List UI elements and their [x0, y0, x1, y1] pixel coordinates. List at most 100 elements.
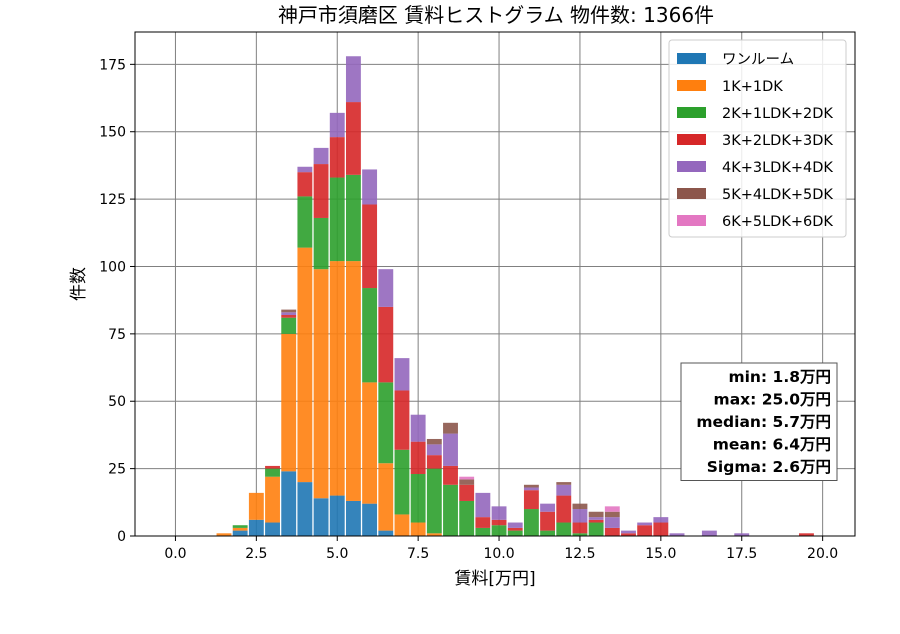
bar-segment-5 [410, 414, 426, 442]
bar-segment-4 [588, 519, 604, 523]
bar-segment-1 [265, 522, 280, 536]
bar-segment-4 [491, 519, 507, 526]
stats-line: median: 5.7万円 [696, 413, 831, 431]
legend-swatch [677, 161, 706, 172]
x-tick-label: 5.0 [326, 546, 348, 562]
bar-segment-5 [588, 517, 604, 520]
bar-segment-2 [313, 269, 329, 499]
bar-segment-4 [362, 204, 378, 289]
x-tick-label: 20.0 [807, 546, 838, 562]
bar-segment-2 [265, 476, 280, 523]
bar-segment-6 [523, 484, 539, 488]
bar-segment-3 [443, 484, 458, 536]
bar-segment-4 [329, 137, 345, 178]
bar-segment-1 [345, 500, 361, 536]
bar-segment-2 [216, 533, 232, 536]
bar-segment-5 [556, 484, 572, 496]
stats-line: max: 25.0万円 [714, 391, 831, 409]
y-axis-label: 件数 [69, 267, 89, 301]
stats-box: min: 1.8万円 max: 25.0万円 median: 5.7万円 mean: … [680, 362, 838, 481]
bar-segment-3 [459, 500, 475, 536]
bar-segment-5 [491, 506, 507, 520]
bar-segment-4 [523, 490, 539, 510]
y-tick-label: 75 [108, 327, 126, 343]
bar-segment-6 [281, 309, 297, 313]
y-tick-label: 150 [99, 125, 126, 141]
x-tick-label: 7.5 [407, 546, 429, 562]
bar-segment-3 [426, 468, 442, 534]
bar-segment-5 [394, 358, 410, 391]
grid-lines [135, 32, 855, 537]
legend-swatch [677, 80, 706, 91]
legend-swatch [677, 188, 706, 199]
legend-swatch [677, 215, 706, 226]
bar-segment-5 [540, 503, 556, 512]
bar-segment-5 [572, 509, 588, 523]
bar-segment-5 [313, 147, 329, 165]
bar-segment-2 [378, 463, 394, 531]
bar-segment-5 [378, 269, 394, 307]
bar-segment-3 [313, 217, 329, 270]
bar-segment-4 [426, 455, 442, 469]
bar-segment-3 [507, 530, 523, 536]
bar-segment-1 [362, 503, 378, 536]
bar-segment-3 [556, 522, 572, 536]
axis-ticks: 0.0 2.5 5.0 7.5 10.0 12.5 15.0 17.5 20.0 0 25 50 75 1… [99, 57, 838, 562]
bar-segment-3 [540, 530, 556, 536]
bar-segment-4 [799, 533, 814, 536]
bar-segment-5 [281, 312, 297, 315]
legend-label: 3K+2LDK+3DK [722, 133, 833, 149]
bar-segment-1 [378, 530, 394, 536]
bar-segment-2 [248, 492, 264, 520]
bar-segment-1 [281, 471, 297, 536]
bar-segment-4 [556, 495, 572, 523]
y-tick-label: 50 [108, 394, 126, 410]
legend-frame [668, 39, 847, 238]
stats-line: mean: 6.4万円 [713, 436, 831, 454]
legend-swatch [677, 53, 706, 64]
bar-segment-5 [701, 530, 717, 536]
bar-segment-3 [378, 382, 394, 464]
bar-segment-4 [281, 314, 297, 318]
plot-frame [134, 31, 856, 537]
bar-segment-4 [378, 306, 394, 383]
bar-segment-2 [394, 514, 410, 536]
bar-segment-4 [410, 441, 426, 475]
bar-segment-5 [443, 433, 458, 466]
bar-segment-4 [621, 533, 636, 536]
x-tick-label: 15.0 [645, 546, 676, 562]
bar-segment-4 [540, 511, 556, 531]
bar-segment-5 [637, 522, 653, 526]
legend-label: 1K+1DK [722, 79, 783, 95]
bar-segment-5 [345, 56, 361, 103]
y-tick-label: 25 [108, 462, 126, 478]
bar-segment-1 [329, 495, 345, 536]
bar-segment-2 [410, 522, 426, 536]
bar-segment-4 [265, 465, 280, 469]
bar-segment-5 [523, 487, 539, 491]
bar-segment-2 [426, 533, 442, 536]
bar-segment-2 [232, 527, 248, 531]
bar-segment-5 [734, 533, 750, 536]
y-tick-label: 0 [117, 529, 126, 545]
bar-segment-6 [604, 511, 620, 518]
y-tick-label: 125 [99, 192, 126, 208]
bar-segment-6 [459, 479, 475, 485]
bar-segment-3 [410, 474, 426, 523]
bar-segment-5 [329, 112, 345, 138]
legend-swatch [677, 107, 706, 118]
bar-segment-2 [297, 247, 313, 483]
bar-segment-4 [443, 465, 458, 485]
bar-segment-5 [604, 517, 620, 528]
bar-segment-3 [345, 174, 361, 262]
bar-segment-4 [297, 172, 313, 197]
bar-segment-5 [653, 517, 669, 523]
bar-segment-1 [313, 498, 329, 536]
bar-segment-3 [588, 522, 604, 536]
bar-segment-1 [248, 519, 264, 536]
bars [216, 56, 814, 536]
bar-segment-1 [297, 482, 313, 536]
bar-segment-4 [345, 102, 361, 175]
bar-segment-3 [523, 509, 539, 536]
